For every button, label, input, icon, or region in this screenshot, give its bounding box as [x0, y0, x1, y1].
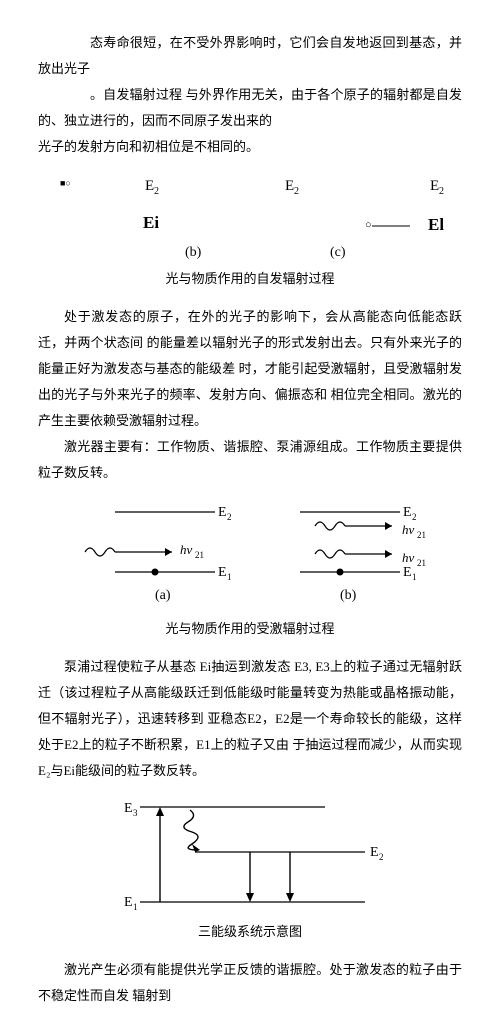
fig2b-e2: E: [403, 505, 412, 520]
fig3-e1: E: [124, 895, 133, 910]
fig3-e2: E: [370, 845, 379, 860]
para-7: 激光产生必须有能提供光学正反馈的谐振腔。处于激发态的粒子由于不稳定性而自发 辐射…: [38, 957, 462, 1009]
fig2a-hv: hv: [180, 542, 193, 557]
svg-text:1: 1: [133, 902, 138, 912]
fig1-e2-1s: 2: [154, 186, 159, 197]
fig1-e2-2s: 2: [294, 186, 299, 197]
caption-3: 三能级系统示意图: [38, 919, 462, 945]
fig1-e2-1: E: [145, 178, 154, 194]
page: 态寿命很短，在不受外界影响时，它们会自发地返回到基态，并放出光子 。自发辐射过程…: [0, 0, 500, 1029]
figure-2: E 2 hv 21 E 1 (a) E 2 hv 21 hv 21: [38, 494, 462, 614]
figure-1: ■○ E 2 E 2 E 2 Ei ○ El (b) (c): [38, 168, 462, 264]
fig2b-e1: E: [403, 565, 412, 580]
svg-text:21: 21: [417, 558, 426, 568]
svg-text:3: 3: [133, 808, 138, 818]
fig1-el: El: [428, 215, 444, 234]
para-4: 处于激发态的原子，在外的光子的影响下，会从高能态向低能态跃迁，并两个状态间 的能…: [38, 304, 462, 434]
fig1-b: (b): [185, 245, 202, 260]
svg-text:hv: hv: [402, 522, 415, 537]
fig1-ei: Ei: [143, 213, 159, 232]
fig1-dot: ○: [365, 219, 372, 231]
svg-text:1: 1: [412, 572, 417, 582]
para-1: 态寿命很短，在不受外界影响时，它们会自发地返回到基态，并放出光子: [38, 30, 462, 82]
svg-text:1: 1: [227, 572, 232, 582]
svg-text:2: 2: [227, 512, 232, 522]
figure-3: E 3 E 2 E 1: [38, 792, 462, 917]
fig2a-e1: E: [218, 565, 227, 580]
para-5: 激光器主要有：工作物质、谐振腔、泵浦源组成。工作物质主要提供粒子数反转。: [38, 434, 462, 486]
svg-text:21: 21: [195, 550, 204, 560]
svg-text:2: 2: [379, 852, 384, 862]
svg-text:21: 21: [417, 530, 426, 540]
fig1-sq: ■○: [60, 178, 71, 188]
caption-1: 光与物质作用的自发辐射过程: [38, 266, 462, 292]
fig1-e2-3s: 2: [439, 186, 444, 197]
para-6: 泵浦过程使粒子从基态 Ei抽运到激发态 E3, E3上的粒子通过无辐射跃迁（该过…: [38, 654, 462, 784]
fig2a-e2: E: [218, 505, 227, 520]
fig1-c: (c): [330, 245, 346, 260]
para-3: 光子的发射方向和初相位是不相同的。: [38, 134, 462, 160]
svg-text:hv: hv: [402, 550, 415, 565]
fig2b-label: (b): [340, 588, 357, 603]
fig1-e2-2: E: [285, 178, 294, 194]
caption-2: 光与物质作用的受激辐射过程: [38, 616, 462, 642]
fig1-e2-3: E: [430, 178, 439, 194]
para-2: 。自发辐射过程 与外界作用无关，由于各个原子的辐射都是自发的、独立进行的，因而不…: [38, 82, 462, 134]
fig2a-label: (a): [155, 588, 171, 603]
fig3-e3: E: [124, 801, 133, 816]
svg-text:2: 2: [412, 512, 417, 522]
